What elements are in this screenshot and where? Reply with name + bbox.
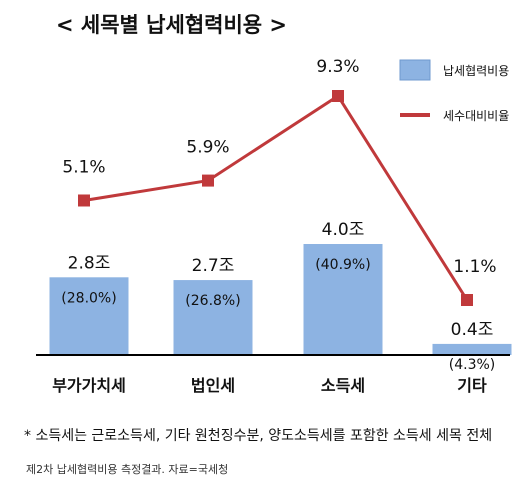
bar-share-label: (28.0%): [61, 290, 116, 306]
ratio-marker: [202, 174, 214, 187]
ratio-value-label: 9.3%: [316, 57, 359, 77]
bar-share-label: (40.9%): [315, 257, 370, 273]
category-labels: 부가가치세 법인세 소득세 기타: [52, 376, 487, 395]
bars-layer: [49, 244, 512, 355]
ratio-marker: [78, 194, 90, 207]
legend: 납세협력비용 세수대비비율: [399, 59, 509, 123]
bar: [432, 343, 512, 355]
chart-title: < 세목별 납세협력비용 >: [56, 13, 287, 37]
legend-bar-label: 납세협력비용: [443, 64, 509, 78]
bar: [303, 244, 383, 355]
legend-line-swatch: [400, 113, 430, 117]
bar-value-label: 2.7조: [192, 256, 235, 276]
bar-value-label: 0.4조: [451, 320, 494, 340]
bar: [49, 277, 129, 355]
category-label: 법인세: [191, 376, 235, 395]
ratio-value-label: 5.1%: [62, 157, 105, 177]
legend-line-label: 세수대비비율: [443, 109, 509, 123]
line-layer: [78, 90, 473, 306]
ratio-line: [83, 93, 469, 301]
category-label: 기타: [457, 376, 487, 395]
category-label: 부가가치세: [52, 376, 126, 395]
bar-value-label: 4.0조: [322, 220, 365, 240]
bar-share-label: (26.8%): [185, 293, 240, 309]
ratio-marker: [332, 90, 344, 102]
bar: [173, 280, 253, 355]
ratio-marker: [461, 294, 473, 306]
bar-share-label: (4.3%): [449, 357, 496, 373]
labels-layer: 2.8조 (28.0%) 2.7조 (26.8%) 4.0조 (40.9%) 0.4조 (4.…: [61, 57, 496, 373]
ratio-value-label: 5.9%: [186, 138, 229, 158]
source-note: 제2차 납세협력비용 측정결과. 자료=국세청: [26, 463, 228, 476]
legend-bar-swatch: [399, 59, 431, 81]
footnote: * 소득세는 근로소득세, 기타 원천징수분, 양도소득세를 포함한 소득세 세…: [24, 428, 492, 444]
category-label: 소득세: [321, 376, 365, 395]
bar-value-label: 2.8조: [68, 253, 111, 273]
ratio-value-label: 1.1%: [453, 257, 496, 277]
